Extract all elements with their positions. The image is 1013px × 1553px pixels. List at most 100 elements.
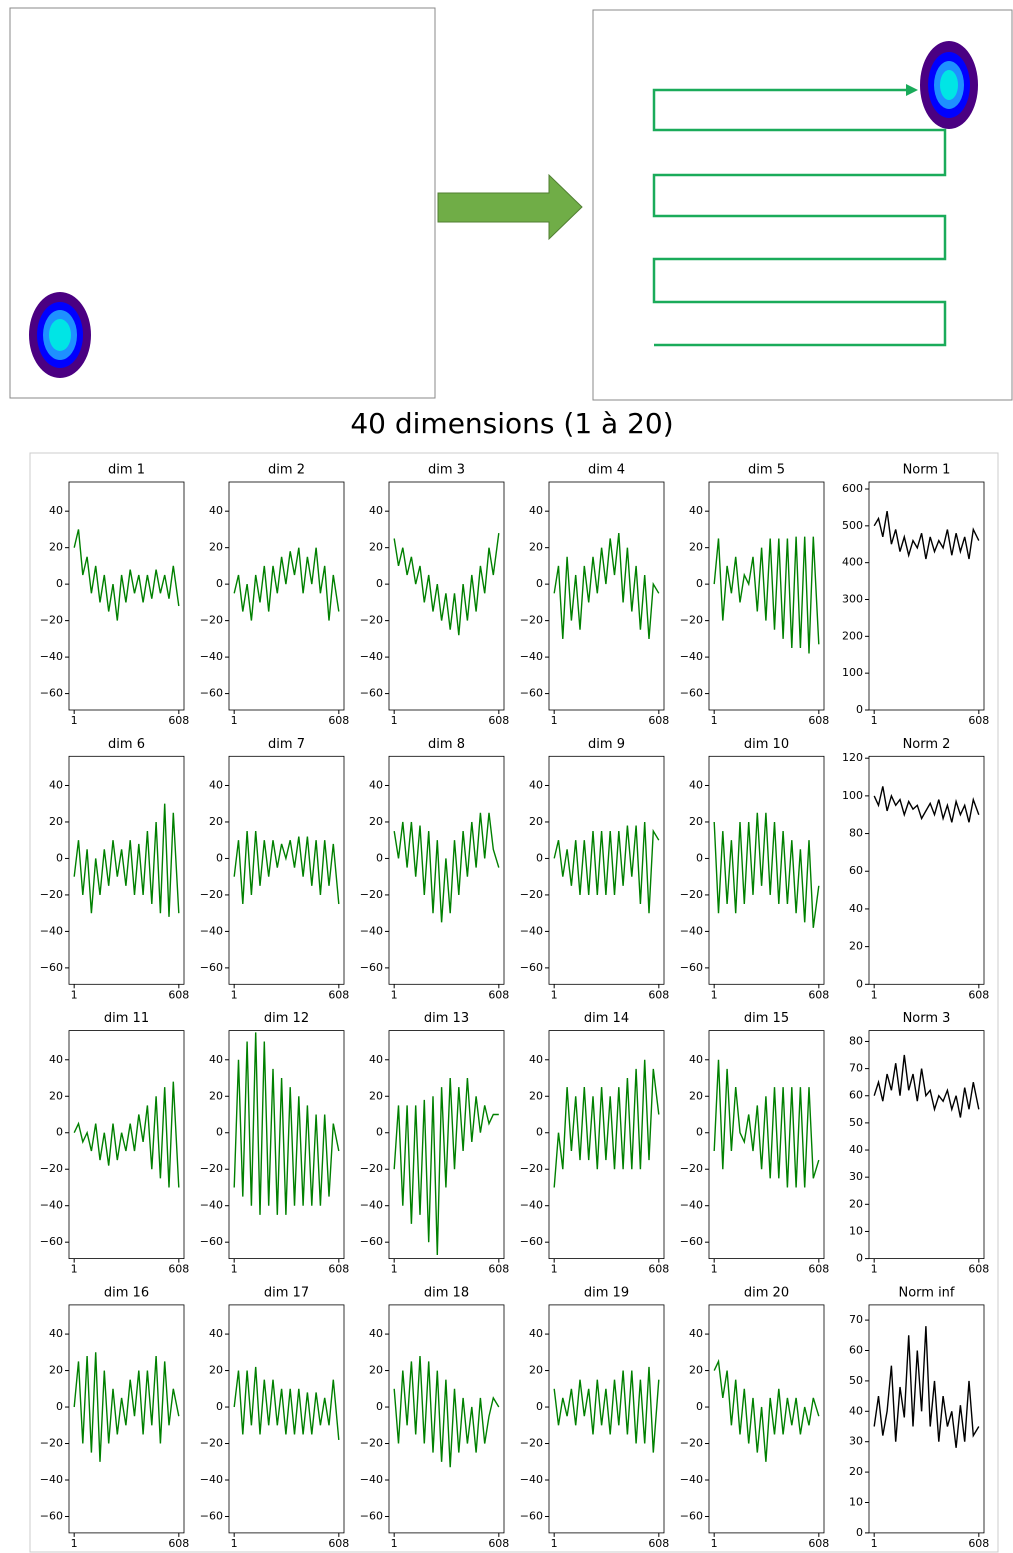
y-tick-label: −40 [680,650,703,663]
y-tick-label: 40 [689,778,703,791]
axes-frame [548,1030,665,1259]
y-tick-label: 200 [842,629,863,642]
x-tick-label: 1 [231,1537,238,1550]
axes-frame [68,1030,185,1259]
x-tick-label: 608 [488,1263,509,1276]
line [73,803,180,917]
axes-frame [868,481,985,711]
axes-frame [708,755,825,985]
y-tick-label: −20 [40,1437,63,1450]
y-tick-label: −40 [40,924,63,937]
y-tick-label: 20 [369,541,383,554]
y-tick-label: 120 [842,751,863,764]
subplot-title: dim 19 [584,1285,629,1300]
y-tick-label: −20 [360,1162,383,1175]
y-tick-label: −40 [680,1199,703,1212]
subplot-title: dim 2 [268,463,305,478]
subplot-title: dim 6 [108,737,145,752]
y-tick-label: 400 [842,556,863,569]
y-tick-label: 40 [689,1327,703,1340]
x-tick-label: 608 [328,988,349,1001]
y-tick-label: 20 [689,815,703,828]
line [393,1355,500,1468]
y-tick-label: −60 [680,1235,703,1248]
y-tick-label: 70 [849,1062,863,1075]
y-tick-label: 0 [376,851,383,864]
y-tick-label: 20 [369,1089,383,1102]
y-tick-label: −40 [680,924,703,937]
y-tick-label: 20 [689,541,703,554]
y-tick-label: −20 [360,888,383,901]
x-tick-label: 608 [648,714,669,727]
x-tick-label: 608 [808,714,829,727]
x-tick-label: 1 [871,1263,878,1276]
y-tick-label: −20 [680,888,703,901]
subplot-title: dim 18 [424,1285,469,1300]
y-tick-label: 40 [369,1327,383,1340]
y-tick-label: −20 [360,1437,383,1450]
line [713,1059,820,1188]
y-tick-label: 40 [849,1404,863,1417]
y-tick-label: 20 [49,1089,63,1102]
y-tick-label: 0 [856,977,863,990]
x-tick-label: 608 [488,714,509,727]
y-tick-label: 40 [49,1053,63,1066]
y-tick-label: 70 [849,1313,863,1326]
y-tick-label: −20 [520,614,543,627]
x-tick-label: 1 [871,1537,878,1550]
x-tick-label: 1 [711,988,718,1001]
y-tick-label: 20 [849,1197,863,1210]
y-tick-label: −40 [680,1473,703,1486]
x-tick-label: 1 [551,988,558,1001]
y-tick-label: 40 [689,504,703,517]
axes-frame [388,755,505,985]
y-tick-label: −20 [680,614,703,627]
y-tick-label: −40 [200,1473,223,1486]
y-tick-label: 0 [696,851,703,864]
y-tick-label: −60 [40,961,63,974]
line [553,533,660,639]
y-tick-label: 10 [849,1496,863,1509]
y-tick-label: 100 [842,789,863,802]
axes-frame [708,1304,825,1534]
axes-frame [388,1030,505,1259]
subplot-title: dim 20 [744,1285,789,1300]
line [393,1077,499,1256]
y-tick-label: −20 [680,1437,703,1450]
y-tick-label: −20 [40,614,63,627]
y-tick-label: 40 [529,1327,543,1340]
y-tick-label: 0 [856,1252,863,1265]
y-tick-label: −60 [40,687,63,700]
axes-frame [68,481,185,711]
y-tick-label: −60 [520,1235,543,1248]
x-tick-label: 608 [168,1537,189,1550]
y-tick-label: 40 [49,778,63,791]
line [393,533,500,636]
y-tick-label: 80 [849,827,863,840]
y-tick-label: −40 [200,924,223,937]
y-tick-label: −60 [200,687,223,700]
caption: 40 dimensions (1 à 20) [350,407,673,440]
x-tick-label: 1 [71,1537,78,1550]
y-tick-label: 30 [849,1435,863,1448]
y-tick-label: 40 [369,504,383,517]
x-tick-label: 608 [168,1263,189,1276]
y-tick-label: 0 [696,1400,703,1413]
x-tick-label: 1 [391,1537,398,1550]
y-tick-label: −20 [520,1162,543,1175]
y-tick-label: −40 [200,650,223,663]
y-tick-label: 40 [49,1327,63,1340]
x-tick-label: 1 [551,1537,558,1550]
axes-frame [548,481,665,711]
y-tick-label: 20 [209,815,223,828]
subplot-title: Norm 1 [903,463,951,478]
y-tick-label: 0 [56,1400,63,1413]
y-tick-label: −60 [360,1509,383,1522]
y-tick-label: −20 [680,1162,703,1175]
y-tick-label: −60 [520,1509,543,1522]
subplot-title: dim 5 [748,463,785,478]
y-tick-label: 60 [849,1089,863,1102]
y-tick-label: 80 [849,1034,863,1047]
y-tick-label: −40 [40,1473,63,1486]
